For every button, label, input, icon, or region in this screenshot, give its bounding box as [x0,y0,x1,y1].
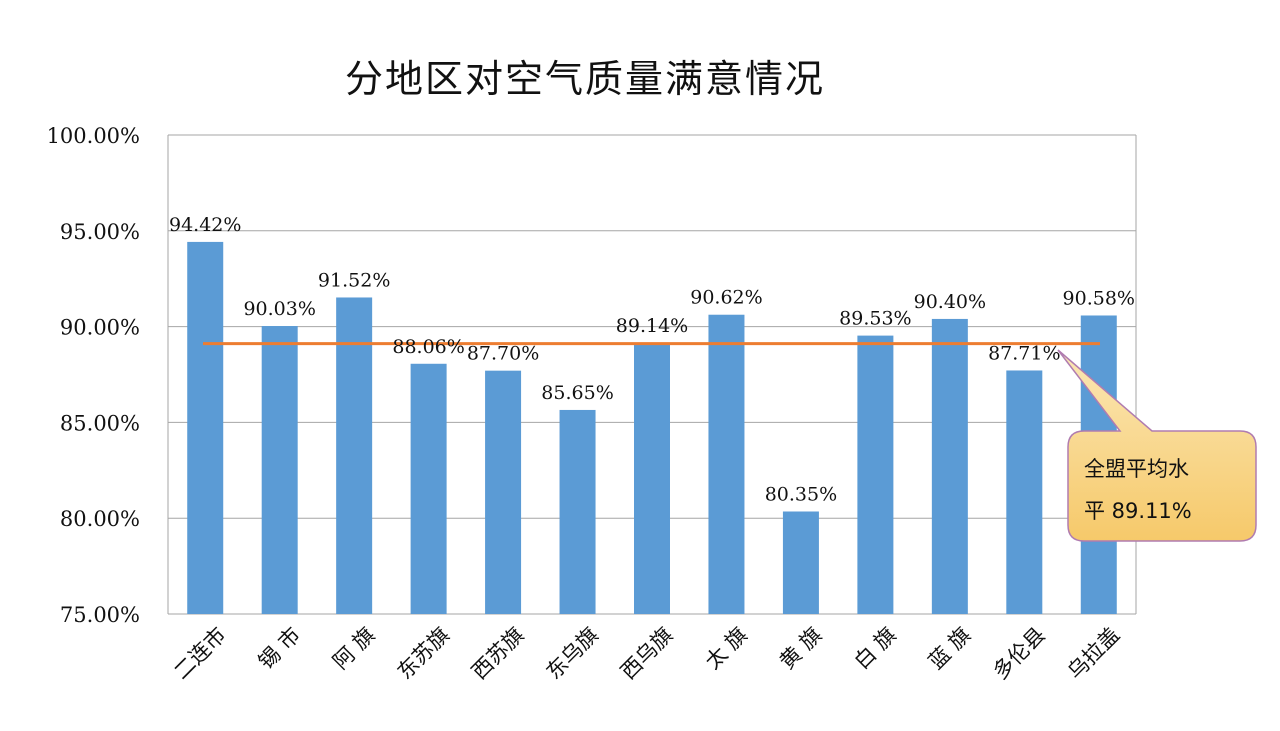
data-label: 89.53% [839,308,911,330]
data-label: 90.62% [690,287,762,309]
x-category-label: 乌拉盖 [1063,623,1125,685]
x-category-label: 白 旗 [850,623,901,674]
bar [634,343,670,614]
bar [485,370,522,614]
data-label: 89.14% [616,315,688,337]
data-label: 94.42% [169,214,241,236]
data-label: 90.40% [914,291,986,313]
bar [336,297,373,614]
callout-bubble [1057,349,1257,542]
data-label: 80.35% [765,483,837,505]
bar [857,335,894,614]
callout-line-1: 全盟平均水 [1084,457,1189,481]
bar [931,318,968,614]
y-axis-tick-labels: 100.00% 95.00% 90.00% 85.00% 80.00% 75.00% [47,124,140,627]
x-category-label: 西乌旗 [616,623,678,685]
x-category-label: 蓝 旗 [924,623,975,674]
callout-line-2: 平 89.11% [1084,499,1192,523]
x-category-label: 二连市 [169,623,231,685]
x-axis-category-labels: 二连市锡 市阿 旗东苏旗 西苏旗 东乌旗 西乌旗太 旗黄 旗白 旗蓝 旗多伦县 乌拉盖 [169,623,1124,685]
bar [559,409,596,614]
chart-title: 分地区对空气质量满意情况 [344,57,825,101]
data-label: 91.52% [318,269,390,291]
average-callout [1057,349,1257,542]
bar [410,363,447,614]
bar [261,326,298,614]
x-category-label: 东苏旗 [393,623,455,685]
data-label: 90.58% [1063,287,1135,309]
x-category-label: 西苏旗 [467,623,529,685]
x-category-label: 东乌旗 [542,623,604,685]
y-tick-label: 95.00% [60,220,140,244]
y-tick-label: 75.00% [60,603,140,627]
data-label: 87.70% [467,343,539,365]
bar [782,511,819,614]
y-tick-label: 90.00% [60,316,140,340]
x-category-label: 阿 旗 [328,623,379,674]
y-tick-label: 80.00% [60,507,140,531]
data-label: 87.71% [988,342,1060,364]
average-callout-text: 全盟平均水 平 89.11% [1084,448,1244,532]
y-tick-label: 85.00% [60,411,140,435]
x-category-label: 太 旗 [701,623,752,674]
x-category-label: 黄 旗 [775,623,826,674]
bar [1006,370,1043,614]
data-label: 88.06% [392,336,464,358]
x-category-label: 多伦县 [988,623,1050,685]
data-label: 85.65% [541,382,613,404]
bars [187,241,1117,615]
bar [708,314,745,614]
data-label: 90.03% [243,298,315,320]
bar [187,241,224,615]
y-tick-label: 100.00% [47,124,140,148]
x-category-label: 锡 市 [254,623,305,674]
data-labels: 94.42% 90.03%91.52% 88.06% 87.70%85.65% 89.1… [169,214,1135,506]
